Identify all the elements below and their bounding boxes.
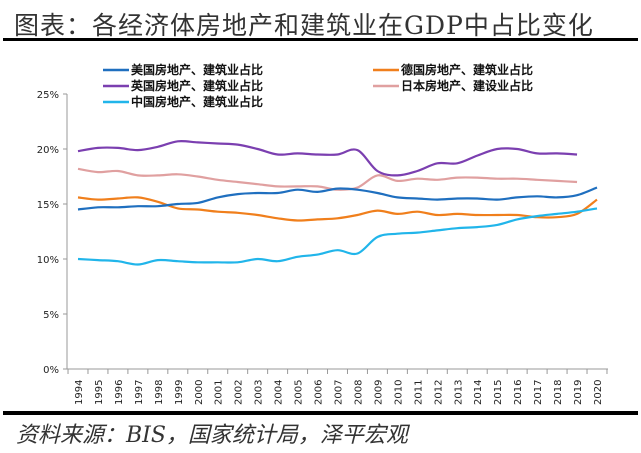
x-tick-label: 2006 xyxy=(314,380,325,405)
chart-title: 图表：各经济体房地产和建筑业在GDP中占比变化 xyxy=(14,11,594,40)
x-tick-label: 1994 xyxy=(74,380,85,405)
x-tick-label: 2016 xyxy=(513,380,524,405)
x-tick-label: 2011 xyxy=(413,380,424,405)
x-tick-label: 1998 xyxy=(154,380,165,405)
x-tick-label: 2002 xyxy=(234,380,245,405)
y-tick-label: 15% xyxy=(37,200,59,211)
x-tick-label: 2013 xyxy=(453,380,464,405)
x-tick-label: 2019 xyxy=(573,380,584,405)
x-tick-label: 1996 xyxy=(114,380,125,405)
series-line xyxy=(77,140,578,177)
x-tick-label: 2010 xyxy=(393,380,404,405)
x-tick-label: 1995 xyxy=(94,380,105,405)
x-tick-label: 2003 xyxy=(254,380,265,405)
y-tick-label: 20% xyxy=(37,145,59,156)
x-tick-label: 2004 xyxy=(274,380,285,405)
x-tick-label: 2014 xyxy=(473,380,484,405)
legend-label: 美国房地产、建筑业占比 xyxy=(131,62,263,77)
x-tick-label: 2008 xyxy=(353,380,364,405)
x-tick-label: 2015 xyxy=(493,380,504,405)
x-tick-label: 2020 xyxy=(593,380,604,405)
x-tick-label: 1997 xyxy=(134,380,145,405)
x-tick-label: 1999 xyxy=(174,380,185,405)
legend-label: 德国房地产、建筑业占比 xyxy=(401,62,533,77)
y-tick-label: 10% xyxy=(37,255,59,266)
x-tick-label: 2007 xyxy=(334,380,345,405)
x-tick-label: 2000 xyxy=(194,380,205,405)
series-line xyxy=(77,186,598,211)
x-tick-label: 2009 xyxy=(373,380,384,405)
x-tick-label: 2012 xyxy=(433,380,444,405)
x-tick-label: 2017 xyxy=(533,380,544,405)
x-tick-label: 2005 xyxy=(294,380,305,405)
series-line xyxy=(77,207,598,266)
legend-label: 日本房地产、建设业占比 xyxy=(401,78,533,93)
y-tick-label: 0% xyxy=(43,365,59,376)
legend-label: 中国房地产、建筑业占比 xyxy=(131,94,263,109)
footer-rule xyxy=(3,411,638,415)
source-note: 资料来源：BIS，国家统计局，泽平宏观 xyxy=(16,423,408,448)
x-tick-label: 2001 xyxy=(214,380,225,405)
y-tick-label: 25% xyxy=(37,90,59,101)
series-line xyxy=(77,167,578,191)
series-line xyxy=(77,196,598,222)
legend-label: 英国房地产、建筑业占比 xyxy=(131,78,263,93)
title-rule xyxy=(3,38,638,41)
y-tick-label: 5% xyxy=(43,310,59,321)
x-tick-label: 2018 xyxy=(553,380,564,405)
